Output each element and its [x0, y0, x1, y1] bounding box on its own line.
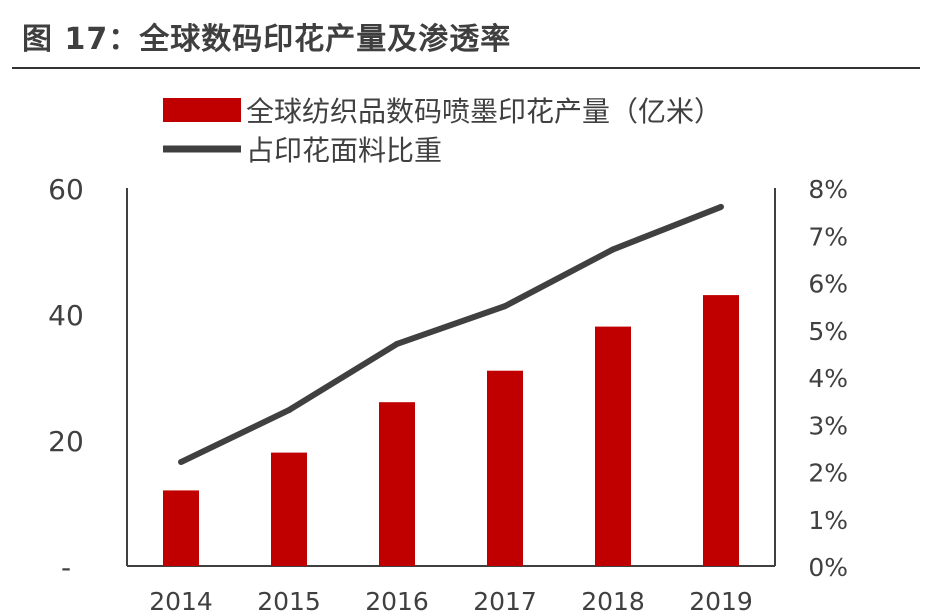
line-point-2015 [286, 407, 292, 414]
x-tick-label: 2015 [257, 587, 321, 612]
x-tick-label: 2014 [149, 587, 213, 612]
legend-swatch-bar [163, 98, 241, 122]
legend-label-line: 占印花面料比重 [246, 134, 442, 167]
axes [126, 188, 776, 567]
bar-2014 [163, 490, 199, 566]
left-tick-label: 60 [48, 173, 84, 206]
bar-2019 [703, 295, 739, 566]
left-tick-label: 40 [48, 299, 84, 332]
right-tick-label: 8% [808, 175, 848, 204]
right-tick-label: 2% [808, 459, 848, 488]
bar-2018 [595, 326, 631, 566]
right-tick-label: 1% [808, 506, 848, 535]
right-tick-label: 5% [808, 317, 848, 346]
line-point-2016 [394, 340, 400, 347]
right-tick-label: 7% [808, 222, 848, 251]
line-series [178, 203, 724, 466]
legend-label-bar: 全球纺织品数码喷墨印花产量（亿米） [246, 95, 722, 128]
bar-2015 [271, 452, 307, 566]
line-point-2018 [610, 246, 616, 253]
line-point-2019 [718, 203, 724, 210]
page-title: 图 17：全球数码印花产量及渗透率 [22, 22, 512, 57]
line-penetration-rate [179, 204, 723, 465]
x-tick-label: 2017 [473, 587, 537, 612]
bar-2016 [379, 402, 415, 566]
legend: 全球纺织品数码喷墨印花产量（亿米） 占印花面料比重 [163, 95, 722, 167]
tick-labels: - 20 40 60 0% 1% 2% 3% 4% 5% 6% 7% 8% 2014 2015 2016 201… [48, 173, 848, 612]
x-tick-label: 2018 [581, 587, 645, 612]
bar-series [163, 295, 739, 566]
x-tick-label: 2019 [689, 587, 753, 612]
line-point-2017 [502, 303, 508, 310]
right-tick-label: 6% [808, 270, 848, 299]
title-divider [12, 67, 920, 69]
right-tick-label: 3% [808, 411, 848, 440]
left-tick-label: - [61, 551, 71, 584]
right-tick-label: 4% [808, 364, 848, 393]
x-tick-label: 2016 [365, 587, 429, 612]
line-point-2014 [178, 459, 184, 466]
right-tick-label: 0% [808, 553, 848, 582]
bar-2017 [487, 370, 523, 566]
left-tick-label: 20 [48, 425, 84, 458]
